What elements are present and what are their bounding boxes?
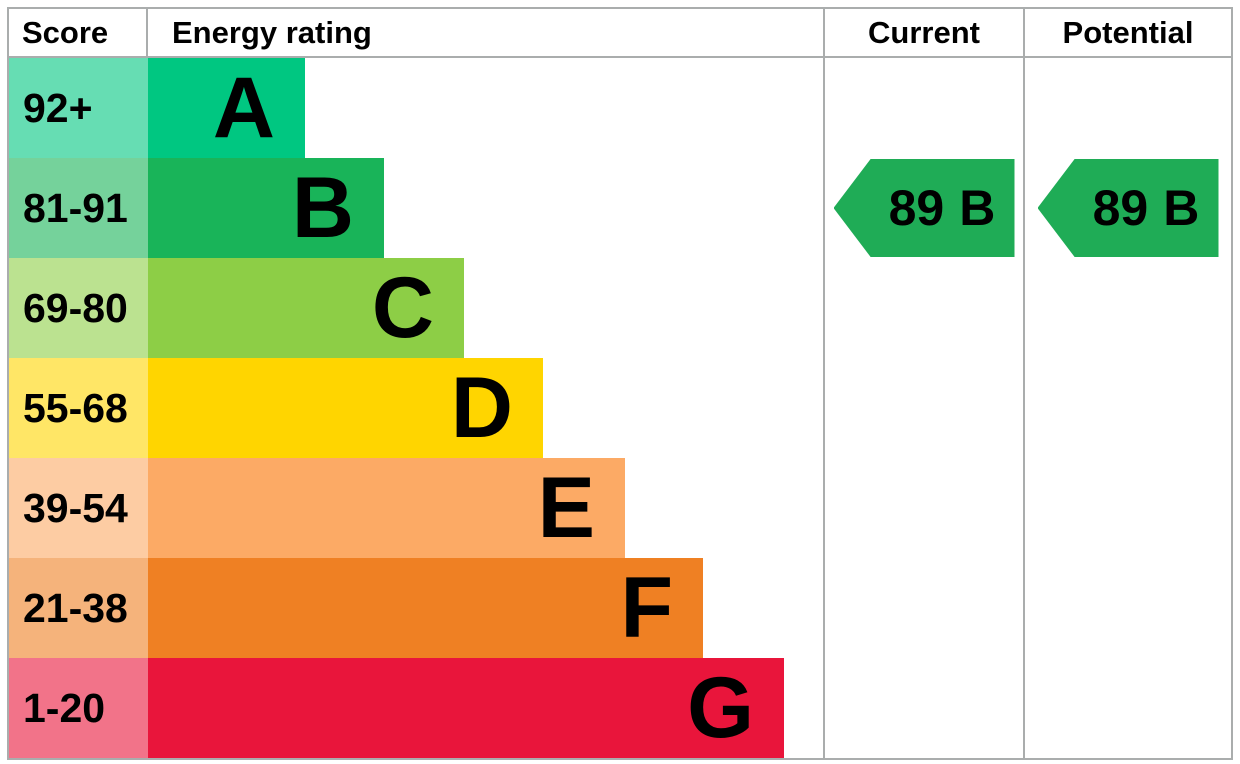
- potential-rating-cell: [1023, 58, 1231, 158]
- energy-rating-column-header: Energy rating: [148, 9, 823, 56]
- band-bar: C: [148, 258, 464, 358]
- current-column-header: Current: [823, 9, 1023, 56]
- band-letter: B: [291, 160, 354, 256]
- band-row-d: 55-68 D: [9, 358, 1231, 458]
- potential-rating-cell: [1023, 658, 1231, 758]
- band-row-b: 81-91 B 89 B 89 B: [9, 158, 1231, 258]
- score-range-cell: 1-20: [9, 658, 148, 758]
- potential-rating-cell: [1023, 458, 1231, 558]
- band-row-g: 1-20 G: [9, 658, 1231, 758]
- energy-rating-cell: G: [148, 658, 823, 758]
- band-letter: C: [371, 260, 434, 356]
- band-row-f: 21-38 F: [9, 558, 1231, 658]
- band-letter: D: [450, 360, 513, 456]
- score-range-label: 69-80: [23, 284, 128, 331]
- score-range-cell: 69-80: [9, 258, 148, 358]
- score-range-label: 21-38: [23, 584, 128, 631]
- band-bar: B: [148, 158, 384, 258]
- current-rating-arrow: 89 B: [833, 159, 1015, 257]
- score-range-cell: 92+: [9, 58, 148, 158]
- potential-header-label: Potential: [1062, 15, 1194, 50]
- band-letter: E: [537, 460, 595, 556]
- epc-rating-chart: Score Energy rating Current Potential 92…: [7, 7, 1233, 760]
- band-bar: A: [148, 58, 305, 158]
- current-rating-score: 89: [888, 180, 945, 236]
- potential-rating-arrow: 89 B: [1037, 159, 1219, 257]
- band-row-e: 39-54 E: [9, 458, 1231, 558]
- potential-rating-cell: [1023, 358, 1231, 458]
- current-rating-cell: [823, 258, 1023, 358]
- band-bar: G: [148, 658, 784, 758]
- score-range-label: 92+: [23, 84, 93, 131]
- score-range-label: 39-54: [23, 484, 128, 531]
- score-range-cell: 55-68: [9, 358, 148, 458]
- band-bar: F: [148, 558, 703, 658]
- current-rating-cell: [823, 658, 1023, 758]
- current-rating-cell: 89 B: [823, 158, 1023, 258]
- score-range-label: 81-91: [23, 184, 128, 231]
- potential-rating-band: B: [1163, 180, 1200, 236]
- energy-rating-cell: A: [148, 58, 823, 158]
- energy-rating-cell: C: [148, 258, 823, 358]
- potential-rating-cell: [1023, 558, 1231, 658]
- energy-rating-cell: B: [148, 158, 823, 258]
- score-range-cell: 21-38: [9, 558, 148, 658]
- band-letter: A: [212, 60, 275, 156]
- current-rating-cell: [823, 58, 1023, 158]
- score-column-header: Score: [9, 9, 148, 56]
- current-rating-cell: [823, 358, 1023, 458]
- band-letter: G: [687, 660, 754, 756]
- score-range-cell: 81-91: [9, 158, 148, 258]
- band-letter: F: [620, 560, 673, 656]
- current-header-label: Current: [868, 15, 980, 50]
- energy-rating-cell: E: [148, 458, 823, 558]
- current-rating-cell: [823, 558, 1023, 658]
- potential-rating-score: 89: [1092, 180, 1149, 236]
- chart-header-row: Score Energy rating Current Potential: [9, 9, 1231, 58]
- potential-column-header: Potential: [1023, 9, 1231, 56]
- band-row-a: 92+ A: [9, 58, 1231, 158]
- band-rows: 92+ A 81-91 B 89 B 89 B 69-80 C 55-68 D 39-54 E 21-38 F…: [9, 58, 1231, 758]
- score-range-label: 55-68: [23, 384, 128, 431]
- current-rating-band: B: [959, 180, 996, 236]
- potential-rating-cell: 89 B: [1023, 158, 1231, 258]
- score-range-label: 1-20: [23, 684, 106, 731]
- band-bar: E: [148, 458, 625, 558]
- current-rating-cell: [823, 458, 1023, 558]
- score-header-label: Score: [22, 15, 109, 50]
- band-bar: D: [148, 358, 543, 458]
- score-range-cell: 39-54: [9, 458, 148, 558]
- energy-rating-cell: D: [148, 358, 823, 458]
- band-row-c: 69-80 C: [9, 258, 1231, 358]
- potential-rating-cell: [1023, 258, 1231, 358]
- energy-rating-header-label: Energy rating: [172, 15, 372, 50]
- energy-rating-cell: F: [148, 558, 823, 658]
